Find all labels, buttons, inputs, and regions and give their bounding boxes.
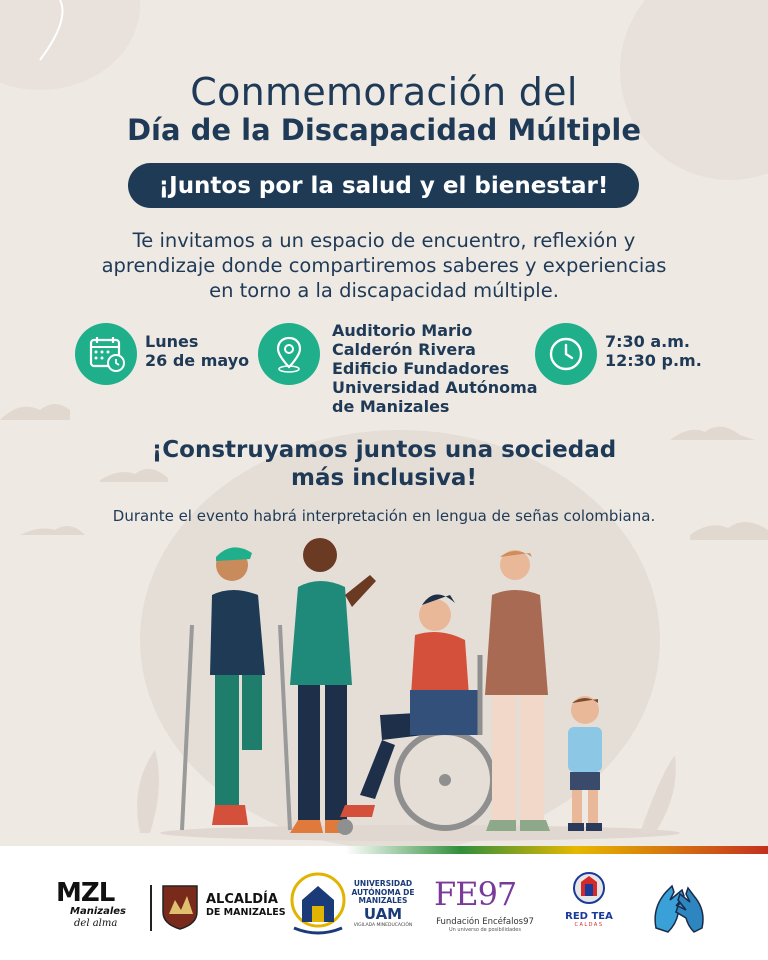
alcaldia-line: DE MANIZALES — [206, 907, 286, 918]
slogan: ¡Construyamos juntos una sociedad más in… — [0, 436, 768, 492]
event-location: Auditorio Mario Calderón Rivera Edificio… — [332, 321, 538, 416]
event-date: Lunes 26 de mayo — [145, 332, 249, 370]
fe97-mark-text: FE97 — [434, 875, 517, 913]
logo-divider — [150, 885, 152, 931]
intro-paragraph: Te invitamos a un espacio de encuentro, … — [60, 228, 708, 303]
location-line: de Manizales — [332, 397, 450, 416]
event-time: 7:30 a.m. 12:30 p.m. — [605, 332, 702, 370]
slogan-line: ¡Construyamos juntos una sociedad — [151, 437, 617, 463]
title-line-2: Día de la Discapacidad Múltiple — [126, 113, 642, 147]
footer-logos — [0, 846, 768, 960]
redtea-icon — [572, 870, 606, 910]
mzl-logo-text: MZL — [56, 878, 115, 908]
mzl-logo-subtitle: Manizales — [70, 906, 126, 917]
person-crutches — [180, 547, 292, 831]
fe97-mark: FE97 — [434, 874, 526, 914]
title-line-1: Conmemoración del — [190, 70, 578, 114]
redtea-region: CALDAS — [574, 922, 604, 928]
alcaldia-logo-text: ALCALDÍA DE MANIZALES — [206, 893, 286, 919]
intro-line: en torno a la discapacidad múltiple. — [209, 279, 559, 302]
uam-logo-text: UNIVERSIDAD AUTÓNOMA DE MANIZALES UAM VI… — [348, 879, 418, 929]
fe97-name: Fundación Encéfalos97 — [436, 917, 534, 927]
redtea-name: RED TEA — [565, 911, 613, 922]
footer-color-bar — [0, 846, 768, 854]
alcaldia-crest-icon — [161, 884, 199, 930]
location-line: Calderón Rivera — [332, 340, 476, 359]
uam-abbr: UAM — [363, 904, 403, 923]
location-pin-icon — [258, 323, 320, 385]
calendar-icon — [75, 323, 137, 385]
end-time: 12:30 p.m. — [605, 351, 702, 370]
location-line: Auditorio Mario — [332, 321, 473, 340]
tagline-banner: ¡Juntos por la salud y el bienestar! — [128, 163, 639, 208]
start-time: 7:30 a.m. — [605, 332, 690, 351]
event-day: Lunes — [145, 332, 199, 351]
uam-line: AUTÓNOMA DE — [351, 887, 415, 897]
person-standing — [485, 550, 550, 831]
uam-building-icon — [288, 872, 348, 938]
location-line: Edificio Fundadores — [332, 359, 510, 378]
redtea-logo-text: RED TEA CALDAS — [558, 911, 620, 929]
event-date-value: 26 de mayo — [145, 351, 250, 370]
slogan-line: más inclusiva! — [291, 465, 477, 491]
intro-line: Te invitamos a un espacio de encuentro, … — [132, 229, 636, 252]
fe97-logo-text: Fundación Encéfalos97 Un universo de pos… — [430, 917, 540, 934]
mzl-logo-subtitle: del alma — [74, 918, 118, 929]
child — [568, 696, 602, 831]
uam-line: UNIVERSIDAD — [353, 879, 413, 888]
people-illustration — [137, 538, 680, 841]
clock-icon — [535, 323, 597, 385]
person-waving — [290, 538, 376, 833]
uam-small: VIGILADA MINEDUCACIÓN — [353, 922, 413, 928]
uam-line: MANIZALES — [358, 896, 408, 905]
intro-line: aprendizaje donde compartiremos saberes … — [101, 254, 667, 277]
location-line: Universidad Autónoma — [332, 378, 538, 397]
mzl-logo: MZL Manizales del alma — [56, 880, 146, 940]
sign-language-hands-icon — [648, 878, 710, 936]
person-wheelchair — [337, 594, 496, 835]
sign-language-notice: Durante el evento habrá interpretación e… — [112, 507, 656, 525]
fe97-tagline: Un universo de posibilidades — [449, 927, 521, 933]
alcaldia-line: ALCALDÍA — [206, 892, 278, 907]
